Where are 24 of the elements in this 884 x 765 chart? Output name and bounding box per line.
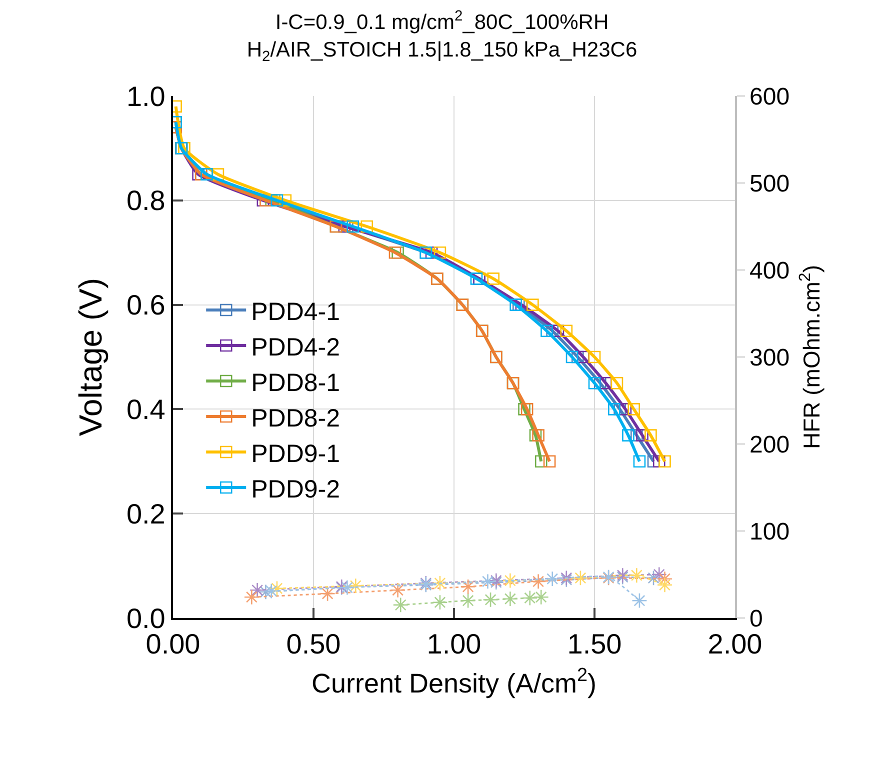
y-tick-label: 0.8 [126, 185, 166, 216]
x-tick-label: 0.50 [286, 628, 341, 660]
legend-label: PDD4-1 [251, 298, 340, 326]
y-tick-label: 0.4 [126, 394, 166, 425]
legend-label: PDD9-1 [251, 440, 340, 468]
legend-label: PDD8-2 [251, 404, 340, 432]
y2-tick-label: 500 [750, 170, 790, 198]
chart-subtitle: H$_{2}$/AIR_STOICH 1.5|1.8_150 kPa_H23C6 [246, 38, 638, 65]
x-tick-label: 1.50 [567, 628, 622, 660]
y-axis-title: Voltage (V) [72, 278, 108, 436]
y2-tick-label: 300 [750, 344, 790, 372]
y2-tick-label: 200 [750, 431, 790, 458]
y-tick-label: 0.6 [126, 290, 166, 321]
y-tick-label: 0.2 [126, 498, 166, 530]
legend-label: PDD4-2 [251, 333, 340, 362]
y2-tick-label: 100 [750, 518, 790, 546]
legend-label: PDD8-1 [251, 368, 340, 397]
y2-tick-label: 600 [750, 83, 790, 110]
x-tick-label: 1.00 [426, 628, 482, 660]
legend-label: PDD9-2 [251, 475, 340, 504]
y2-tick-label: 400 [750, 257, 790, 284]
chart-title: I-C=0.9_0.1 mg/cm$^{2}$_80C_100%RH [275, 8, 609, 34]
x-axis-title: Current Density (A/cm$^{2}$) [311, 665, 597, 698]
y-tick-label: 1.0 [126, 80, 166, 112]
